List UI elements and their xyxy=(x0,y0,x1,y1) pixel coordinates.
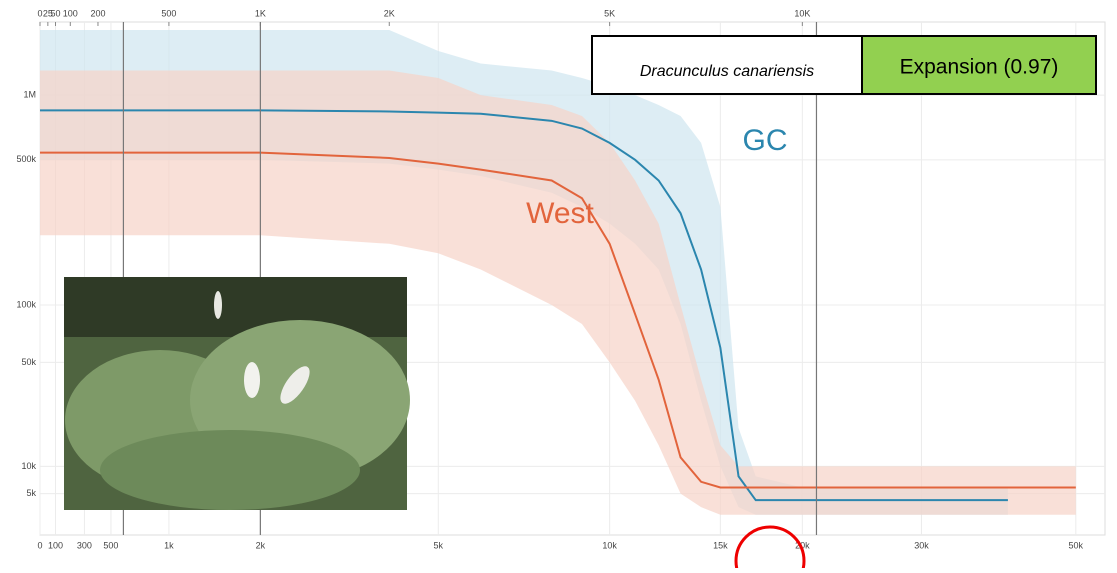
series-label: GC xyxy=(743,124,788,157)
x-tick-label: 0 xyxy=(37,540,42,550)
x2-tick-label: 25 xyxy=(43,8,53,18)
x2-tick-label: 1K xyxy=(255,8,266,18)
x2-tick-label: 500 xyxy=(161,8,176,18)
x-tick-label: 30k xyxy=(914,540,929,550)
series-line xyxy=(40,109,1008,502)
highlight-circle xyxy=(734,525,806,573)
x-tick-label: 1k xyxy=(164,540,174,550)
y-tick-label: 10k xyxy=(21,461,36,471)
x2-tick-label: 5K xyxy=(604,8,615,18)
series-label: West xyxy=(526,197,594,230)
x2-tick-label: 0 xyxy=(37,8,42,18)
x-tick-label: 5k xyxy=(434,540,444,550)
x-tick-label: 20k xyxy=(795,540,810,550)
x2-tick-label: 50 xyxy=(51,8,61,18)
x-tick-label: 2k xyxy=(256,540,266,550)
y-tick-label: 50k xyxy=(21,357,36,367)
ci-band xyxy=(40,70,1076,515)
y-tick-label: 5k xyxy=(26,488,36,498)
bands xyxy=(40,30,1076,515)
x-tick-label: 300 xyxy=(77,540,92,550)
x-tick-label: 10k xyxy=(602,540,617,550)
y-tick-label: 100k xyxy=(16,299,36,309)
y-tick-label: 500k xyxy=(16,154,36,164)
x2-tick-label: 10K xyxy=(794,8,810,18)
species-name: Dracunculus canariensis xyxy=(640,63,814,80)
x-tick-label: 15k xyxy=(713,540,728,550)
x-tick-label: 500 xyxy=(103,540,118,550)
y-tick-label: 1M xyxy=(23,90,36,100)
x2-tick-label: 2K xyxy=(384,8,395,18)
photo xyxy=(64,277,410,510)
x-tick-label: 50k xyxy=(1069,540,1084,550)
lines xyxy=(40,109,1076,502)
x-tick-label: 100 xyxy=(48,540,63,550)
series-line xyxy=(40,151,1076,489)
x2-tick-label: 200 xyxy=(90,8,105,18)
legend-box: Dracunculus canariensis Expansion (0.97) xyxy=(591,35,1097,95)
result-label: Expansion (0.97) xyxy=(900,56,1059,79)
x2-tick-label: 100 xyxy=(63,8,78,18)
